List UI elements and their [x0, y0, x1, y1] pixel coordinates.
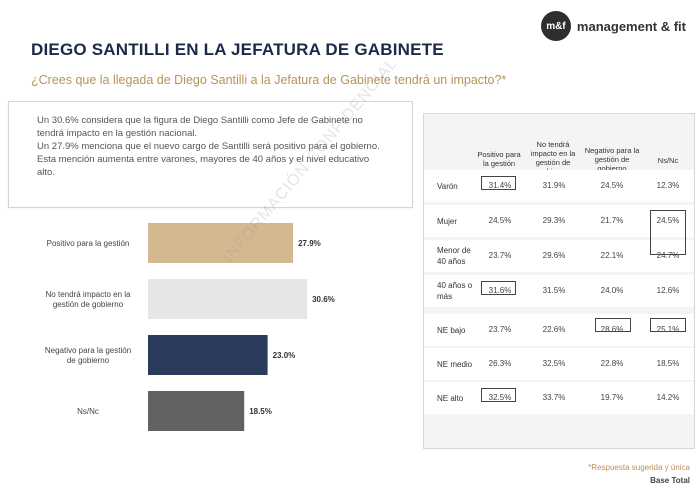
table-cell: 19.7%: [600, 393, 624, 402]
base-label: Base Total: [650, 476, 690, 485]
row-label: Menor de 40 años: [437, 246, 471, 266]
category-label: Ns/Nc: [77, 407, 99, 416]
table-cell: 24.5%: [656, 216, 680, 225]
table-cell: 22.8%: [600, 359, 624, 368]
bar: [148, 335, 268, 375]
table-row: Menor de 40 años 23.7% 29.6% 22.1% 24.7%: [424, 240, 694, 272]
table-cell: 29.3%: [542, 216, 566, 225]
table-cell: 23.7%: [488, 325, 512, 334]
bar: [148, 391, 245, 431]
table-cell: 12.6%: [656, 286, 680, 295]
summary-paragraph-2: Un 27.9% menciona que el nuevo cargo de …: [37, 141, 380, 178]
table-row: Varón 31.4% 31.9% 24.5% 12.3%: [424, 170, 694, 202]
table-cell: 24.7%: [656, 251, 680, 260]
summary-box: Un 30.6% considera que la figura de Dieg…: [8, 101, 413, 208]
table-cell: 24.0%: [600, 286, 624, 295]
table-cell: 33.7%: [542, 393, 566, 402]
row-label: 40 años o más: [437, 281, 473, 301]
bar-chart: Positivo para la gestión 27.9% No tendrá i…: [0, 220, 420, 440]
summary-paragraph-1: Un 30.6% considera que la figura de Dieg…: [37, 115, 363, 139]
table-cell: 31.9%: [542, 181, 566, 190]
highlight-box: [650, 318, 686, 332]
category-label: Positivo para la gestión: [47, 239, 130, 248]
col-header-negativo: Negativo para la gestión de gobierno: [584, 146, 640, 173]
table-cell: 29.6%: [542, 251, 566, 260]
col-header-positivo: Positivo para la gestión: [477, 150, 521, 168]
highlight-box: [650, 210, 686, 255]
table-cell: 31.6%: [488, 286, 512, 295]
category-label: No tendrá impacto en la gestión de gobier…: [46, 290, 131, 309]
table-cell: 26.3%: [488, 359, 512, 368]
table-cell: 32.5%: [488, 393, 512, 402]
value-label: 27.9%: [298, 239, 321, 248]
table-row: NE alto 32.5% 33.7% 19.7% 14.2%: [424, 382, 694, 414]
col-header-nsnc: Ns/Nc: [657, 156, 679, 165]
highlight-box: [481, 388, 516, 402]
table-cell: 21.7%: [600, 216, 624, 225]
table-cell: 23.7%: [488, 251, 512, 260]
row-label: NE bajo: [437, 326, 466, 335]
highlight-box: [595, 318, 631, 332]
table-cell: 22.1%: [600, 251, 624, 260]
bar: [148, 223, 294, 263]
row-label: Varón: [437, 182, 458, 191]
table-cell: 12.3%: [656, 181, 680, 190]
highlight-box: [481, 281, 516, 295]
crosstab-table: Positivo para la gestión No tendrá impac…: [423, 113, 695, 449]
value-label: 23.0%: [273, 351, 296, 360]
table-cell: 24.5%: [488, 216, 512, 225]
table-cell: 22.6%: [542, 325, 566, 334]
table-cell: 31.4%: [488, 181, 512, 190]
category-label: Negativo para la gestión de gobierno: [45, 346, 131, 365]
row-label: NE alto: [437, 394, 464, 403]
value-label: 18.5%: [249, 407, 272, 416]
table-cell: 24.5%: [600, 181, 624, 190]
table-cell: 18.5%: [656, 359, 680, 368]
table-cell: 14.2%: [656, 393, 680, 402]
footnote: *Respuesta sugerida y única: [588, 463, 690, 472]
table-cell: 32.5%: [542, 359, 566, 368]
table-row: NE bajo 23.7% 22.6% 28.6% 25.1%: [424, 314, 694, 346]
table-cell: 31.5%: [542, 286, 566, 295]
table-cell: 28.6%: [600, 325, 624, 334]
bar-chart-svg: Positivo para la gestión 27.9% No tendrá i…: [45, 223, 335, 431]
table-row: Mujer 24.5% 29.3% 21.7% 24.5%: [424, 205, 694, 237]
logo-text: management & fit: [576, 18, 686, 34]
page-title: DIEGO SANTILLI EN LA JEFATURA DE GABINET…: [31, 40, 444, 59]
highlight-box: [481, 176, 516, 190]
row-label: Mujer: [437, 217, 458, 226]
table-row: NE medio 26.3% 32.5% 22.8% 18.5%: [424, 348, 694, 380]
logo-mark: m&f: [540, 11, 571, 41]
row-label: NE medio: [437, 360, 473, 369]
bar: [148, 279, 308, 319]
table-cell: 25.1%: [656, 325, 680, 334]
table-row: 40 años o más 31.6% 31.5% 24.0% 12.6%: [424, 275, 694, 307]
survey-question: ¿Crees que la llegada de Diego Santilli …: [31, 73, 507, 87]
brand-logo: m&f management & fit: [540, 11, 686, 41]
value-label: 30.6%: [312, 295, 335, 304]
